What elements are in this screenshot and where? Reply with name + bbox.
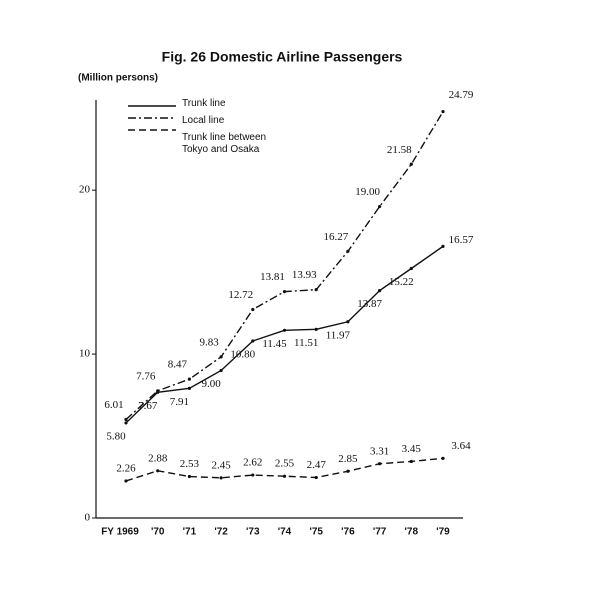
- x-tick-label: '75: [309, 527, 323, 538]
- value-label: 2.45: [211, 459, 231, 471]
- value-label: 3.45: [402, 443, 422, 455]
- value-label: 8.47: [168, 359, 188, 371]
- point: [314, 475, 318, 480]
- point: [251, 473, 255, 477]
- legend-label: Local line: [182, 115, 225, 126]
- x-tick-label: '74: [278, 527, 292, 538]
- point: [282, 290, 287, 294]
- value-label: 9.83: [199, 336, 219, 348]
- point: [441, 110, 445, 114]
- x-tick-label: '77: [373, 527, 387, 538]
- value-label: 9.00: [201, 378, 221, 390]
- point: [409, 162, 413, 166]
- point: [409, 266, 413, 271]
- y-axis-label: (Million persons): [78, 73, 158, 84]
- value-label: 7.76: [136, 370, 156, 382]
- point: [156, 389, 160, 393]
- legend-label: Trunk line between Tokyo and Osaka: [182, 132, 267, 155]
- point: [441, 456, 445, 460]
- point: [187, 386, 191, 390]
- value-label: 13.81: [260, 271, 285, 283]
- value-label: 2.53: [180, 458, 200, 470]
- value-label: 24.79: [449, 89, 474, 101]
- y-tick-label: 0: [85, 512, 91, 524]
- value-label: 7.67: [138, 400, 158, 412]
- point: [251, 339, 255, 343]
- x-tick-label: '79: [436, 527, 450, 538]
- point: [156, 469, 160, 473]
- point: [282, 474, 287, 478]
- value-label: 7.91: [170, 396, 189, 408]
- chart-title: Fig. 26 Domestic Airline Passengers: [162, 49, 403, 65]
- value-label: 2.55: [275, 458, 295, 470]
- point: [219, 368, 223, 373]
- x-tick-label: '70: [151, 527, 165, 538]
- point: [314, 327, 318, 331]
- value-label: 13.87: [357, 298, 382, 310]
- value-label: 2.62: [243, 457, 262, 469]
- y-tick-label: 10: [79, 348, 91, 360]
- value-label: 10.80: [230, 348, 255, 360]
- point: [314, 288, 318, 292]
- series-line: [125, 111, 444, 421]
- legend: Trunk line Local line Trunk line between T…: [182, 98, 266, 161]
- point: [346, 320, 350, 324]
- point: [282, 328, 287, 332]
- x-tick-label: '71: [183, 527, 197, 538]
- y-tick-label: 20: [79, 184, 91, 196]
- x-tick-label: FY 1969: [101, 527, 139, 538]
- x-tick-label: '78: [405, 527, 419, 538]
- point: [409, 459, 413, 464]
- value-label: 11.51: [294, 337, 318, 349]
- value-label: 2.85: [338, 453, 358, 465]
- value-label: 5.80: [106, 430, 126, 442]
- point: [346, 469, 350, 473]
- point: [124, 479, 128, 483]
- point: [378, 204, 382, 209]
- point: [219, 355, 223, 359]
- value-label: 3.31: [370, 445, 389, 457]
- value-label: 21.58: [387, 144, 412, 156]
- x-tick-label: '76: [341, 527, 355, 538]
- point: [187, 377, 191, 381]
- value-label: 11.45: [262, 338, 287, 350]
- point: [378, 289, 382, 293]
- value-label: 6.01: [104, 399, 123, 411]
- value-label: 13.93: [292, 269, 317, 281]
- value-label: 2.26: [116, 462, 136, 474]
- x-tick-label: '73: [246, 527, 260, 538]
- value-label: 12.72: [228, 289, 253, 301]
- value-label: 15.22: [389, 276, 414, 288]
- point: [378, 462, 382, 466]
- x-tick-label: '72: [214, 527, 228, 538]
- point: [187, 474, 191, 479]
- value-label: 3.64: [451, 440, 471, 452]
- value-label: 11.97: [326, 329, 351, 341]
- point: [251, 307, 255, 312]
- legend-label: Trunk line: [182, 98, 226, 109]
- point: [124, 421, 128, 425]
- value-label: 2.47: [307, 459, 327, 471]
- value-label: 16.27: [324, 231, 349, 243]
- point: [346, 249, 350, 253]
- value-label: 16.57: [449, 234, 474, 246]
- value-label: 2.88: [148, 452, 168, 464]
- point: [219, 476, 223, 480]
- value-label: 19.00: [355, 186, 380, 198]
- point: [124, 417, 128, 422]
- point: [441, 244, 445, 248]
